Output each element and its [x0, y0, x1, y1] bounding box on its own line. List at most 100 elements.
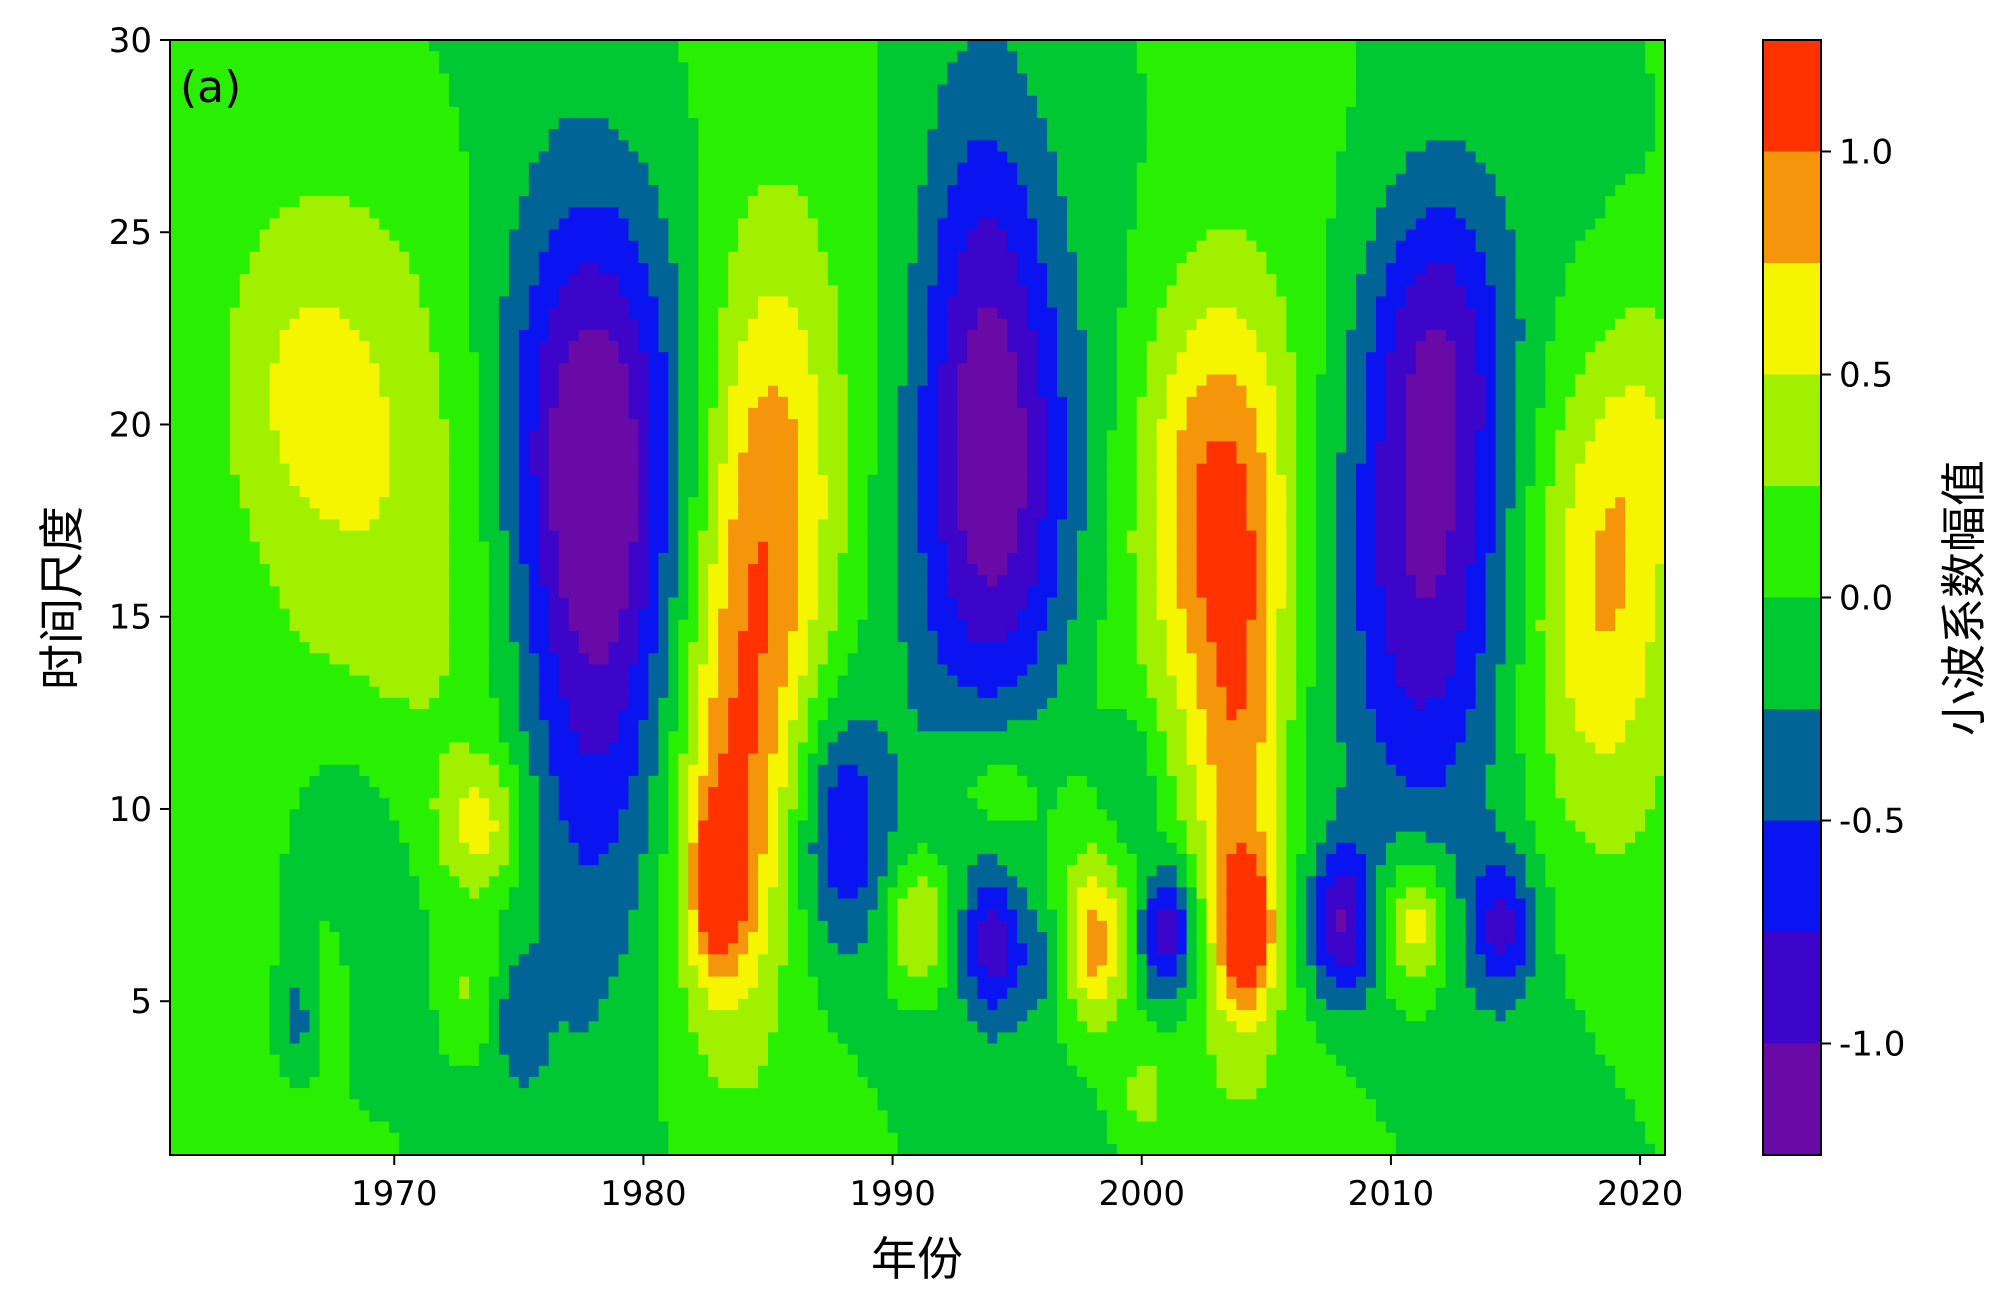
- contour-cell: [648, 385, 659, 398]
- contour-cell: [568, 184, 580, 197]
- contour-cell: [1106, 173, 1118, 186]
- contour-cell: [787, 173, 799, 186]
- contour-cell: [777, 285, 789, 298]
- contour-cell: [1645, 240, 1656, 253]
- contour-cell: [1595, 229, 1606, 242]
- contour-cell: [698, 51, 709, 63]
- contour-cell: [1176, 329, 1188, 342]
- contour-cell: [1555, 352, 1566, 364]
- contour-cell: [1176, 151, 1188, 164]
- contour-cell: [369, 196, 380, 208]
- contour-cell: [1047, 140, 1058, 153]
- contour-cell: [419, 95, 430, 108]
- contour-cell: [618, 374, 630, 387]
- contour-cell: [319, 363, 331, 376]
- contour-cell: [827, 374, 839, 387]
- contour-cell: [249, 263, 261, 275]
- contour-cell: [1515, 40, 1527, 52]
- contour-cell: [558, 285, 570, 298]
- contour-cell: [1027, 274, 1038, 286]
- contour-cell: [219, 296, 231, 309]
- contour-cell: [1595, 274, 1606, 286]
- contour-cell: [309, 229, 321, 242]
- contour-cell: [1475, 196, 1487, 208]
- contour-cell: [1146, 396, 1158, 409]
- contour-cell: [608, 307, 620, 320]
- contour-cell: [259, 196, 271, 208]
- contour-cell: [937, 162, 948, 175]
- contour-cell: [1057, 396, 1068, 409]
- contour-cell: [1565, 274, 1576, 286]
- contour-cell: [349, 263, 360, 275]
- contour-cell: [1017, 341, 1028, 353]
- contour-cell: [957, 352, 968, 364]
- contour-cell: [1435, 129, 1447, 141]
- contour-cell: [658, 73, 669, 86]
- contour-cell: [1196, 62, 1208, 75]
- contour-cell: [718, 51, 729, 63]
- contour-cell: [1555, 307, 1566, 320]
- contour-cell: [469, 274, 480, 286]
- contour-cell: [528, 51, 540, 63]
- contour-cell: [698, 196, 709, 208]
- contour-cell: [219, 151, 231, 164]
- contour-cell: [409, 407, 420, 420]
- contour-cell: [229, 151, 241, 164]
- contour-cell: [1545, 318, 1556, 331]
- contour-cell: [399, 229, 410, 242]
- contour-cell: [1595, 396, 1606, 409]
- contour-cell: [1027, 251, 1038, 264]
- contour-cell: [319, 151, 331, 164]
- contour-cell: [738, 363, 749, 376]
- contour-cell: [469, 385, 480, 398]
- contour-cell: [299, 218, 311, 231]
- contour-cell: [1096, 95, 1108, 108]
- contour-cell: [409, 352, 420, 364]
- contour-cell: [1415, 40, 1427, 52]
- contour-cell: [847, 151, 859, 164]
- contour-cell: [488, 307, 500, 320]
- contour-cell: [1375, 173, 1387, 186]
- contour-cell: [1216, 274, 1228, 286]
- contour-cell: [987, 240, 998, 253]
- contour-cell: [1226, 329, 1238, 342]
- contour-cell: [199, 51, 211, 63]
- contour-cell: [917, 173, 929, 186]
- contour-cell: [189, 40, 201, 52]
- contour-cell: [568, 51, 580, 63]
- contour-cell: [548, 385, 560, 398]
- contour-cell: [1595, 173, 1606, 186]
- contour-cell: [1575, 118, 1586, 130]
- contour-cell: [857, 173, 869, 186]
- contour-cell: [309, 341, 321, 353]
- contour-cell: [399, 140, 410, 153]
- contour-cell: [299, 62, 311, 75]
- contour-cell: [748, 196, 759, 208]
- contour-cell: [857, 352, 869, 364]
- contour-cell: [1375, 129, 1387, 141]
- contour-cell: [299, 229, 311, 242]
- contour-cell: [1515, 140, 1527, 153]
- contour-cell: [1306, 218, 1317, 231]
- contour-cell: [817, 363, 829, 376]
- contour-cell: [568, 318, 580, 331]
- contour-cell: [329, 162, 341, 175]
- contour-cell: [917, 396, 929, 409]
- contour-cell: [588, 84, 600, 97]
- contour-cell: [1176, 385, 1188, 398]
- contour-cell: [787, 385, 799, 398]
- contour-cell: [1266, 329, 1277, 342]
- contour-cell: [708, 106, 719, 119]
- contour-cell: [1086, 318, 1098, 331]
- contour-cell: [1266, 173, 1277, 186]
- contour-cell: [339, 352, 350, 364]
- contour-cell: [1166, 140, 1178, 153]
- contour-cell: [1645, 196, 1656, 208]
- contour-cell: [389, 95, 400, 108]
- contour-cell: [1027, 341, 1038, 353]
- contour-cell: [1435, 296, 1447, 309]
- contour-cell: [389, 285, 400, 298]
- contour-cell: [409, 196, 420, 208]
- contour-cell: [718, 151, 729, 164]
- contour-cell: [1027, 162, 1038, 175]
